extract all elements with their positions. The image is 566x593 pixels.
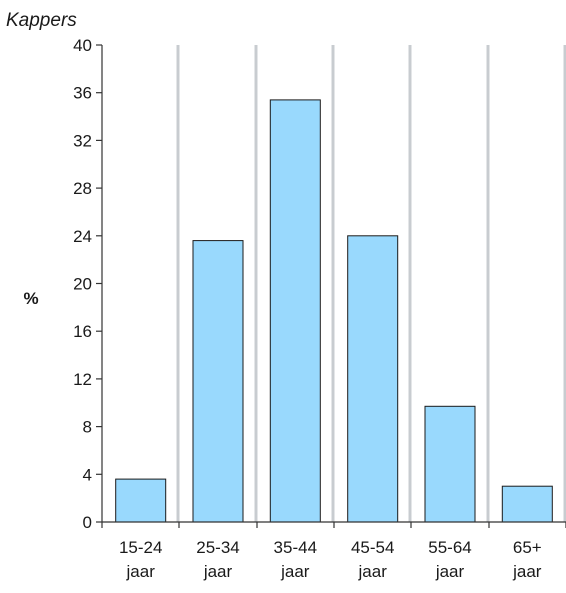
x-category-label-line: jaar [512,562,542,581]
x-category-label: 65+ jaar [512,538,542,581]
bar [192,240,244,523]
x-category-label-line: 25-34 [196,538,239,557]
x-category-label: 15-24 jaar [119,538,162,581]
y-tick-label: 0 [83,513,92,532]
y-tick-label: 32 [73,131,92,150]
y-ticks-layer: 0 4 8 12 16 20 24 28 32 36 40 [73,36,102,532]
x-category-label: 25-34 jaar [196,538,239,581]
y-tick-label: 40 [73,36,92,55]
grid-layer [176,45,566,522]
bar [424,405,476,523]
x-category-label-line: 35-44 [274,538,317,557]
x-category-label-line: 55-64 [428,538,471,557]
y-axis-label: % [23,289,38,308]
bars-layer [115,99,553,523]
bar [347,235,399,523]
y-tick-label: 36 [73,84,92,103]
y-tick-label: 8 [83,418,92,437]
x-category-label-line: jaar [435,562,465,581]
y-tick-label: 12 [73,370,92,389]
y-tick-label: 24 [73,227,92,246]
chart-title: Kappers [6,10,77,31]
y-tick-label: 20 [73,275,92,294]
x-category-label-line: jaar [358,562,388,581]
bar [269,99,321,523]
x-category-label-line: 65+ [513,538,542,557]
x-category-label: 35-44 jaar [274,538,317,581]
x-category-label: 55-64 jaar [428,538,471,581]
x-category-label-line: 15-24 [119,538,162,557]
x-category-label-line: 45-54 [351,538,394,557]
y-tick-label: 28 [73,179,92,198]
x-category-label-line: jaar [280,562,310,581]
bar [501,485,553,523]
bar [115,478,167,523]
x-category-label-line: jaar [126,562,156,581]
y-tick-label: 4 [83,465,92,484]
y-tick-label: 16 [73,322,92,341]
x-category-label: 45-54 jaar [351,538,394,581]
x-category-label-line: jaar [203,562,233,581]
